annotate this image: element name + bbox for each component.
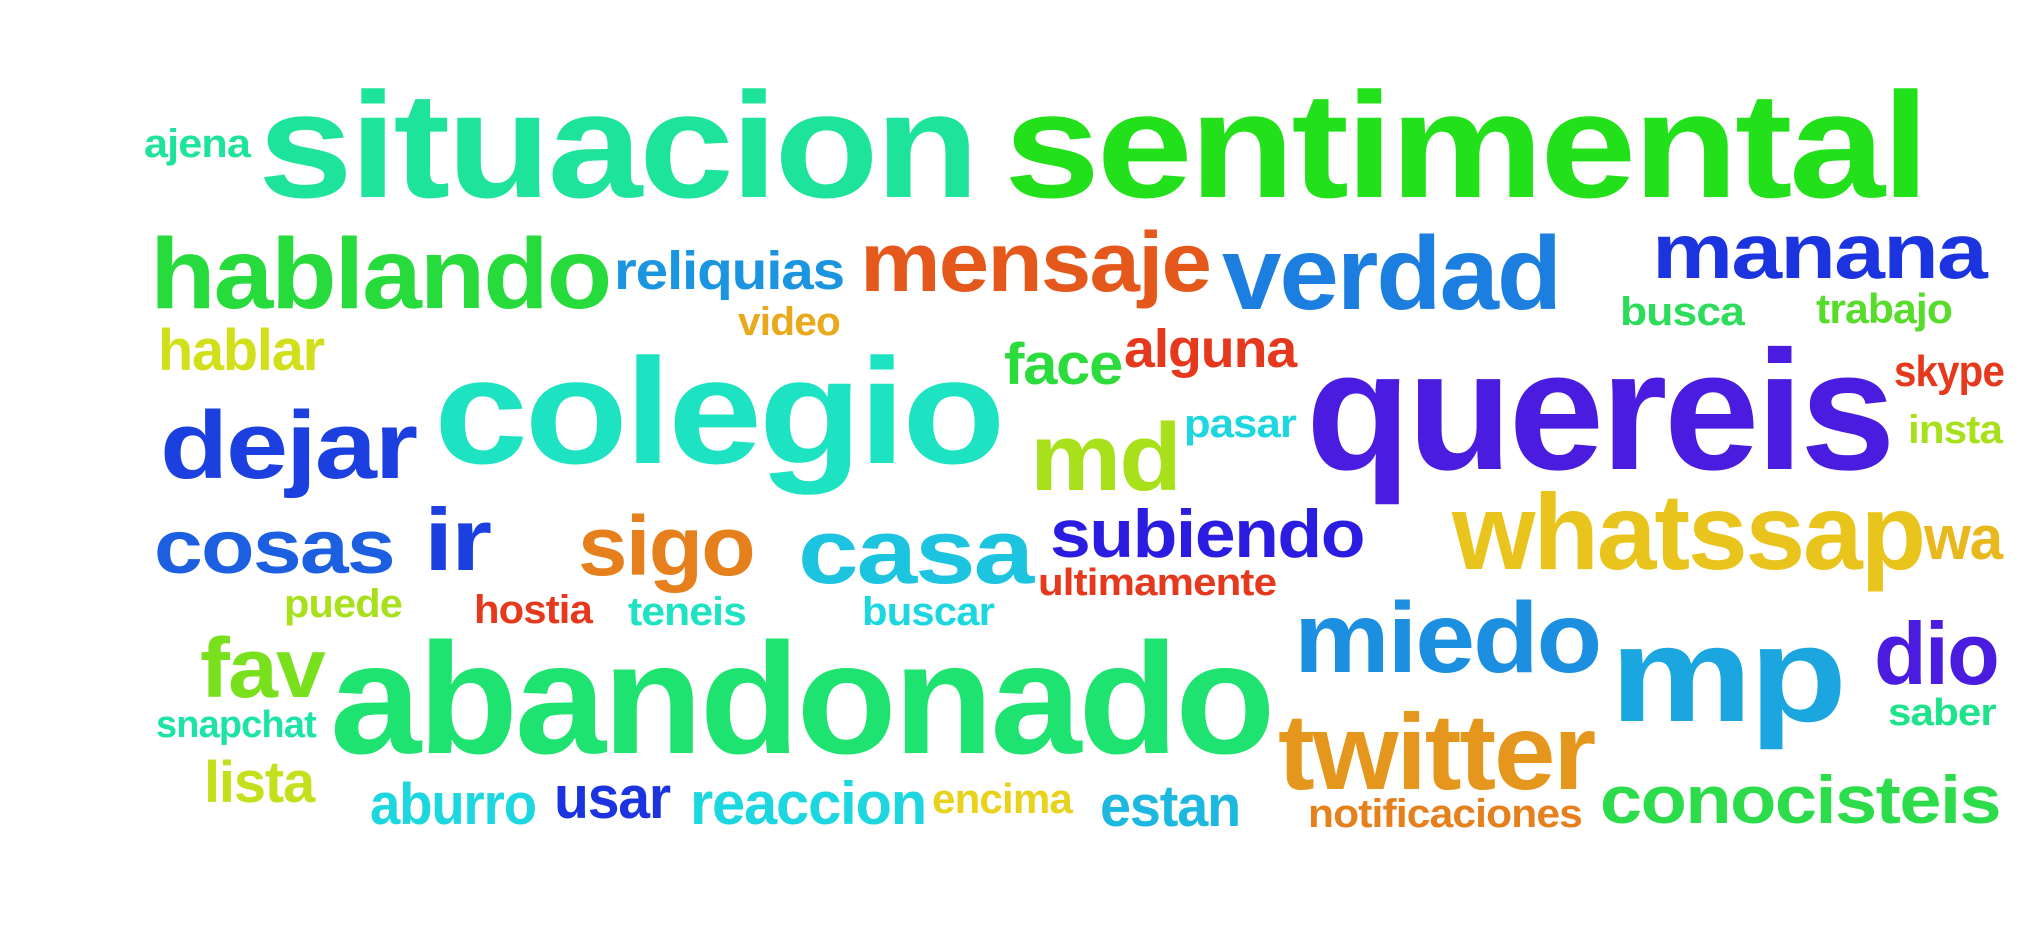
- word-encima: encima: [932, 775, 1073, 822]
- word-cosas: cosas: [154, 505, 396, 590]
- word-miedo: miedo: [1294, 582, 1602, 694]
- word-casa: casa: [798, 501, 1034, 603]
- word-reliquias: reliquias: [614, 241, 845, 301]
- word-buscar: buscar: [862, 590, 995, 634]
- word-verdad: verdad: [1222, 216, 1562, 332]
- word-whatssap: whatssap: [1452, 471, 1926, 592]
- word-wa: wa: [1924, 504, 2003, 573]
- word-video: video: [738, 300, 841, 344]
- word-mensaje: mensaje: [860, 215, 1212, 309]
- word-sentimental: sentimental: [1004, 61, 1930, 229]
- word-alguna: alguna: [1124, 319, 1297, 379]
- word-notificaciones: notificaciones: [1308, 792, 1583, 836]
- word-busca: busca: [1620, 290, 1745, 334]
- word-saber: saber: [1888, 692, 1997, 734]
- word-subiendo: subiendo: [1050, 496, 1366, 572]
- word-skype: skype: [1894, 347, 2005, 396]
- word-trabajo: trabajo: [1816, 285, 1953, 332]
- word-teneis: teneis: [628, 590, 747, 634]
- word-hostia: hostia: [474, 588, 593, 632]
- word-puede: puede: [284, 582, 403, 626]
- word-twitter: twitter: [1278, 691, 1596, 812]
- word-hablar: hablar: [158, 318, 325, 383]
- word-situacion: situacion: [258, 61, 979, 229]
- word-ir: ir: [424, 490, 492, 589]
- word-mp: mp: [1610, 598, 1847, 750]
- word-aburro: aburro: [370, 772, 537, 837]
- word-fav: fav: [200, 621, 326, 715]
- word-dio: dio: [1874, 604, 2000, 703]
- word-manana: manana: [1652, 207, 1988, 295]
- word-estan: estan: [1100, 774, 1241, 839]
- word-snapchat: snapchat: [156, 704, 317, 746]
- word-quereis: quereis: [1306, 316, 1896, 506]
- word-dejar: dejar: [160, 392, 418, 499]
- word-lista: lista: [204, 750, 315, 815]
- word-usar: usar: [554, 764, 671, 831]
- word-hablando: hablando: [150, 218, 612, 330]
- word-face: face: [1004, 332, 1123, 397]
- word-colegio: colegio: [434, 327, 1005, 495]
- word-reaccion: reaccion: [690, 770, 927, 837]
- word-abandonado: abandonado: [330, 611, 1275, 787]
- word-conocisteis: conocisteis: [1600, 762, 2002, 838]
- word-ajena: ajena: [144, 122, 251, 166]
- word-ultimamente: ultimamente: [1038, 562, 1277, 604]
- word-insta: insta: [1908, 408, 2003, 452]
- word-sigo: sigo: [578, 499, 756, 593]
- word-pasar: pasar: [1184, 402, 1297, 446]
- word-md: md: [1030, 404, 1182, 511]
